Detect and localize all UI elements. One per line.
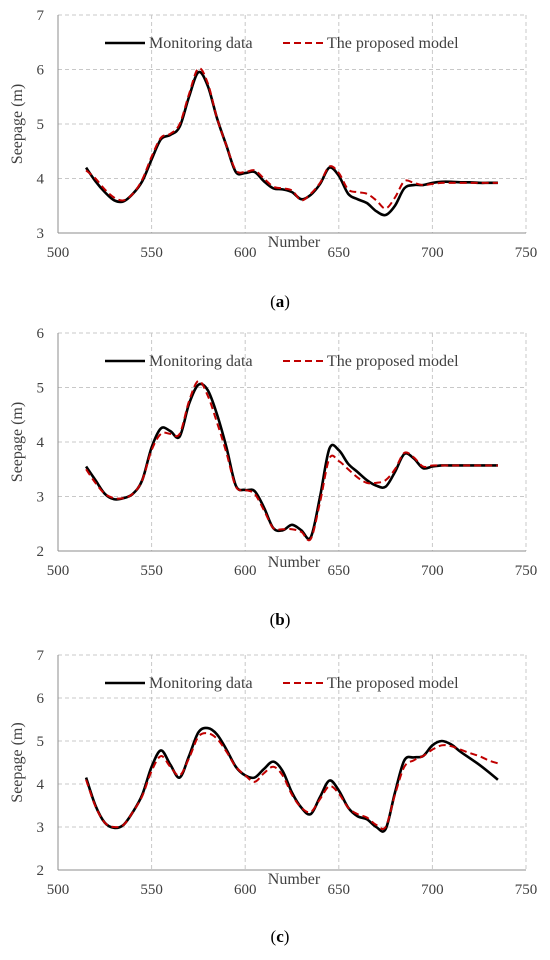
x-tick-label: 500 — [47, 563, 70, 579]
chart-a: 3 4 5 6 7 500 550 600 650 700 750 Number Seepage (m)… — [9, 8, 537, 311]
x-tick-label: 650 — [328, 882, 351, 898]
series-line-proposed-model — [85, 379, 498, 542]
x-tick-label: 700 — [421, 882, 444, 898]
x-tick-label: 500 — [47, 245, 70, 261]
y-tick-label: 6 — [37, 326, 45, 342]
x-tick-label: 700 — [421, 563, 444, 579]
y-tick-label: 5 — [37, 381, 45, 397]
x-tick-label: 750 — [515, 563, 538, 579]
x-tick-label: 600 — [234, 563, 257, 579]
legend-label: Monitoring data — [149, 35, 253, 52]
series-line-proposed-model — [85, 67, 498, 210]
y-tick-label: 3 — [37, 490, 45, 506]
series-line-proposed-model — [85, 732, 499, 831]
series-line-monitoring-data — [84, 726, 499, 833]
x-tick-label: 750 — [515, 245, 538, 261]
x-tick-label: 550 — [140, 563, 163, 579]
x-tick-label: 500 — [47, 882, 70, 898]
x-tick-label: 700 — [421, 245, 444, 261]
y-tick-label: 5 — [37, 117, 45, 133]
series-line-monitoring-data — [85, 382, 498, 541]
y-tick-label: 3 — [37, 226, 45, 242]
x-tick-label: 650 — [328, 563, 351, 579]
y-tick-label: 4 — [37, 435, 45, 451]
x-tick-label: 750 — [515, 882, 538, 898]
legend-label: Monitoring data — [149, 675, 253, 692]
panel-caption: (a) — [270, 292, 290, 311]
panel-caption: (b) — [270, 610, 291, 629]
y-tick-label: 7 — [37, 8, 45, 24]
y-tick-label: 4 — [37, 777, 45, 793]
x-tick-label: 600 — [234, 882, 257, 898]
y-tick-label: 7 — [37, 648, 45, 664]
panel-caption: (c) — [271, 927, 290, 946]
y-tick-label: 4 — [37, 172, 45, 188]
y-axis-title: Seepage (m) — [9, 722, 26, 802]
legend-label: Monitoring data — [149, 353, 253, 370]
y-tick-label: 2 — [37, 863, 45, 879]
y-tick-label: 3 — [37, 820, 45, 836]
y-tick-label: 6 — [37, 691, 45, 707]
y-tick-label: 6 — [37, 63, 45, 79]
x-tick-label: 550 — [140, 245, 163, 261]
x-tick-label: 600 — [234, 245, 257, 261]
x-axis-title: Number — [268, 234, 321, 251]
y-axis-title: Seepage (m) — [9, 402, 26, 482]
legend-label: The proposed model — [327, 35, 459, 52]
y-axis-title: Seepage (m) — [9, 84, 26, 164]
chart-c: 2 3 4 5 6 7 500 550 600 650 700 750 Number Seepage (m… — [9, 648, 537, 946]
chart-b: 2 3 4 5 6 500 550 600 650 700 750 Number Seepage (m)… — [9, 326, 537, 629]
y-tick-label: 2 — [37, 544, 45, 560]
legend-label: The proposed model — [327, 353, 459, 370]
x-tick-label: 650 — [328, 245, 351, 261]
x-axis-title: Number — [268, 871, 321, 888]
x-tick-label: 550 — [140, 882, 163, 898]
series-line-monitoring-data — [85, 70, 498, 217]
y-tick-label: 5 — [37, 734, 45, 750]
x-axis-title: Number — [268, 554, 321, 571]
legend-label: The proposed model — [327, 675, 459, 692]
